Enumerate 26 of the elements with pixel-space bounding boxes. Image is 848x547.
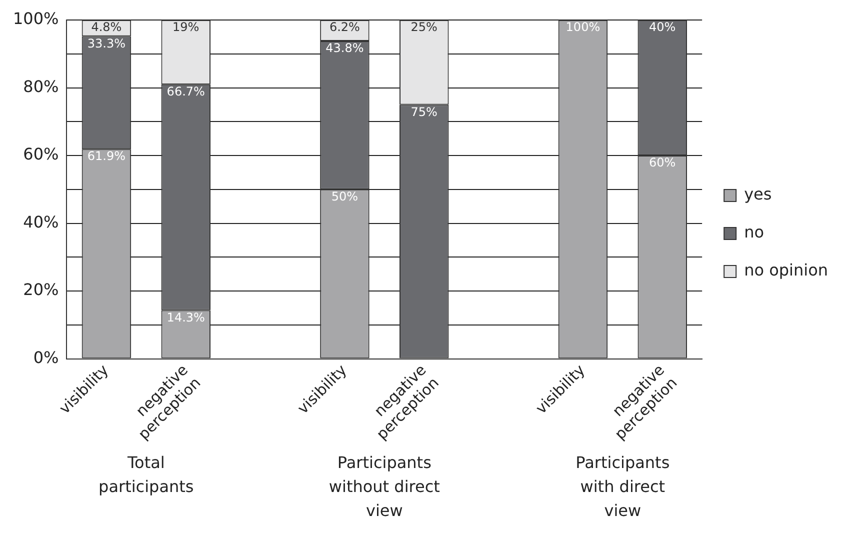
data-label: 33.3% — [87, 36, 126, 50]
legend-label: no opinion — [744, 260, 828, 280]
data-label: 4.8% — [91, 20, 122, 34]
y-tick-label: 0% — [33, 348, 59, 367]
data-label: 60% — [649, 156, 676, 170]
legend-label: no — [744, 222, 764, 242]
y-tick-label: 20% — [23, 280, 59, 300]
data-label: 40% — [649, 20, 676, 34]
data-label: 66.7% — [166, 84, 205, 98]
data-label: 75% — [410, 104, 438, 119]
data-label: 6.2% — [329, 20, 360, 34]
y-tick-label: 60% — [23, 144, 59, 164]
y-tick-label: 100% — [12, 9, 59, 28]
y-tick-label: 80% — [23, 76, 59, 96]
text: Participants with direct view — [576, 453, 670, 520]
data-label: 25% — [410, 20, 438, 34]
text: Participants without direct view — [328, 453, 440, 520]
y-tick-label: 40% — [23, 212, 59, 232]
data-label: 100% — [566, 20, 600, 34]
data-label: 43.8% — [326, 41, 364, 56]
data-label: 61.9% — [87, 149, 126, 164]
legend-label: yes — [744, 184, 772, 204]
data-label: 50% — [331, 190, 358, 204]
data-label: 19% — [172, 20, 200, 34]
text: Total participants — [98, 453, 194, 496]
data-label: 14.3% — [166, 310, 205, 324]
